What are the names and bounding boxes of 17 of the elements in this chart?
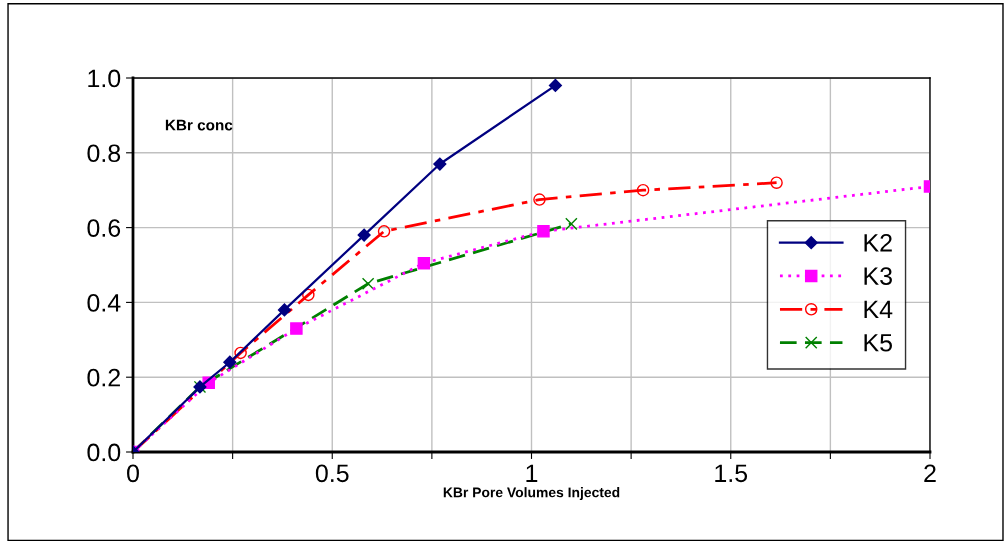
x-axis-title: KBr Pore Volumes Injected	[443, 487, 620, 501]
x-tick-label: 0	[127, 464, 139, 483]
y-tick-label: 0.8	[87, 144, 121, 163]
y-tick-label: 0.2	[87, 368, 120, 387]
legend-label: K5	[864, 334, 892, 352]
annotation: KBr conc	[165, 119, 233, 131]
y-tick-label: 0.0	[87, 443, 121, 462]
legend-label: K4	[864, 300, 893, 319]
x-tick-label: 1	[526, 464, 538, 482]
y-tick-label: 1.0	[88, 69, 121, 88]
x-tick-label: 0.5	[315, 464, 349, 483]
x-tick-label: 1.5	[715, 464, 748, 483]
y-tick-label: 0.4	[87, 294, 121, 312]
x-tick-label: 2	[924, 464, 936, 482]
legend-label: K2	[864, 233, 892, 252]
legend-label: K3	[864, 267, 892, 285]
y-tick-label: 0.6	[87, 219, 121, 237]
